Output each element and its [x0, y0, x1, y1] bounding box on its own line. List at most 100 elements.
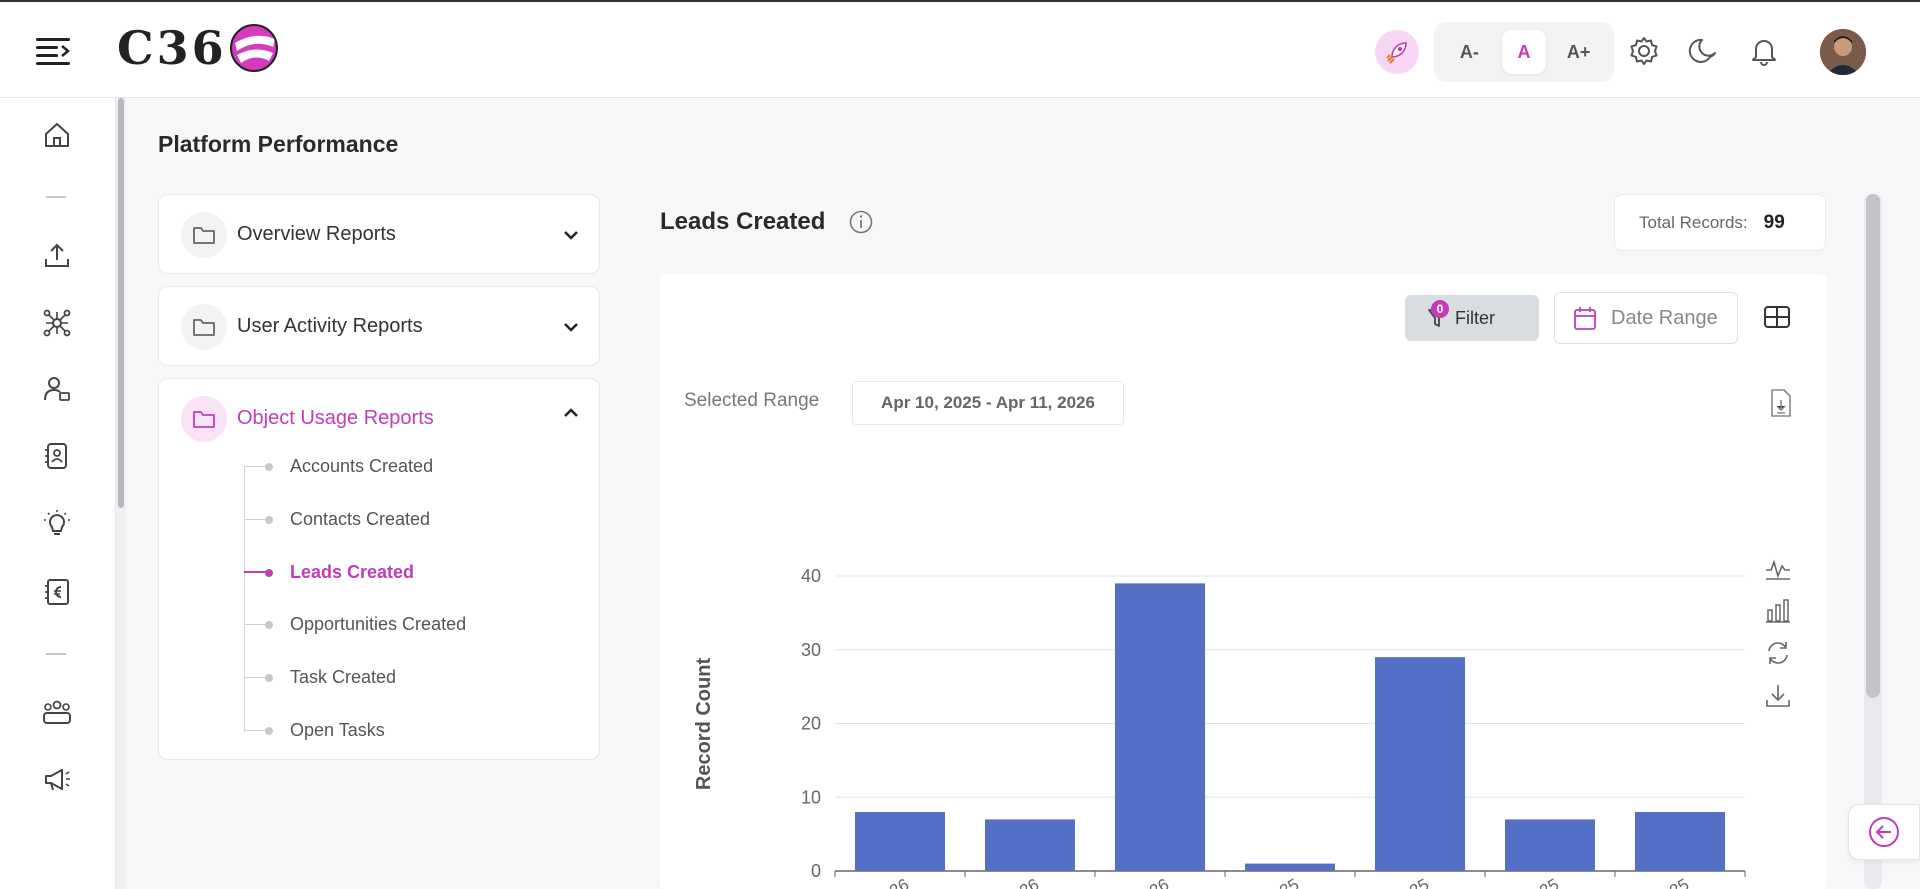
folder-icon: [181, 396, 227, 442]
chevron-down-icon: [564, 231, 578, 240]
report-item-label: Contacts Created: [290, 509, 431, 529]
app-logo[interactable]: C36: [117, 20, 279, 76]
y-tick-label: 10: [801, 787, 821, 807]
report-item-label: Open Tasks: [290, 720, 385, 740]
total-records-value: 99: [1763, 211, 1785, 233]
date-range-label: Date Range: [1611, 306, 1718, 329]
filter-label: Filter: [1455, 307, 1495, 328]
report-title: Leads Created: [660, 208, 826, 235]
logo-text: C36: [117, 21, 227, 75]
report-item-accounts-created[interactable]: Accounts Created: [244, 455, 584, 479]
total-records-box: Total Records: 99: [1614, 194, 1826, 251]
settings-gear-icon[interactable]: [1626, 33, 1662, 69]
font-size-switcher: A- A A+: [1434, 22, 1614, 82]
accordion-label: Overview Reports: [237, 223, 396, 245]
report-item-opportunities-created[interactable]: Opportunities Created: [244, 613, 584, 637]
folder-icon: [181, 304, 227, 350]
report-item-label: Task Created: [290, 667, 397, 687]
filter-button[interactable]: Filter 0: [1405, 295, 1539, 341]
page-title: Platform Performance: [158, 131, 399, 157]
refresh-icon[interactable]: [1764, 639, 1792, 667]
collapse-panel-button[interactable]: [1848, 804, 1920, 860]
finance-icon[interactable]: [40, 575, 74, 609]
user-avatar[interactable]: [1820, 29, 1866, 75]
report-item-contacts-created[interactable]: Contacts Created: [244, 508, 584, 532]
font-increase-button[interactable]: A+: [1566, 41, 1591, 62]
sidebar-divider: [46, 653, 66, 655]
report-item-open-tasks[interactable]: Open Tasks: [244, 719, 584, 743]
bar: [1505, 819, 1595, 871]
megaphone-icon[interactable]: [40, 762, 74, 796]
sidebar-scrollbar[interactable]: [116, 98, 126, 889]
y-tick-label: 20: [801, 714, 821, 734]
export-document-icon[interactable]: [1768, 388, 1794, 418]
sidebar-divider: [46, 196, 66, 198]
logo-globe-icon: [229, 24, 278, 72]
rocket-icon: [1386, 42, 1407, 64]
y-axis-label: Record Count: [693, 658, 715, 791]
chevron-up-icon: [564, 408, 578, 417]
info-icon[interactable]: [848, 209, 874, 235]
y-tick-label: 30: [801, 640, 821, 660]
date-range-button[interactable]: Date Range: [1554, 292, 1738, 344]
report-item-label: Leads Created: [290, 562, 415, 582]
bar: [1245, 863, 1335, 871]
x-tick-label: 25: [1536, 875, 1562, 889]
report-item-task-created[interactable]: Task Created: [244, 666, 584, 690]
x-tick-label: 25: [1276, 875, 1302, 889]
arrow-left-circle-icon: [1869, 817, 1899, 847]
bar: [855, 812, 945, 871]
y-tick-label: 40: [801, 566, 821, 586]
accordion-label: Object Usage Reports: [237, 407, 434, 429]
x-tick-label: 26: [1146, 875, 1172, 889]
calendar-icon: [1574, 307, 1596, 330]
contact-card-icon[interactable]: [40, 439, 74, 473]
bar: [985, 819, 1075, 871]
accordion-user-activity-reports: User Activity Reports: [158, 286, 600, 366]
user-manage-icon[interactable]: [40, 372, 74, 406]
font-decrease-button[interactable]: A-: [1459, 41, 1479, 62]
left-sidebar: [0, 98, 116, 889]
tree-connector: [244, 467, 245, 732]
content-scrollbar[interactable]: [1864, 194, 1882, 889]
x-tick-label: 26: [1016, 875, 1042, 889]
menu-toggle-icon[interactable]: [36, 36, 70, 66]
quick-launch-button[interactable]: [1375, 30, 1419, 74]
accordion-object-usage-reports: Object Usage Reports: [158, 378, 600, 760]
notification-bell-icon[interactable]: [1746, 33, 1782, 69]
bar-chart: 0 10 20 30 40 Record Count 26 26 26 25 25 25 25: [693, 566, 1746, 889]
accordion-header[interactable]: User Activity Reports: [159, 287, 599, 365]
line-chart-icon[interactable]: [1764, 554, 1792, 582]
report-item-label: Opportunities Created: [290, 614, 467, 634]
grid-view-icon[interactable]: [1762, 302, 1792, 332]
report-item-label: Accounts Created: [290, 456, 434, 476]
x-tick-label: 25: [1406, 875, 1432, 889]
dark-mode-moon-icon[interactable]: [1686, 33, 1722, 69]
network-icon[interactable]: [40, 306, 74, 340]
bar: [1375, 657, 1465, 871]
bar: [1115, 583, 1205, 871]
chevron-down-icon: [564, 323, 578, 332]
x-tick-label: 26: [886, 875, 912, 889]
bar: [1635, 812, 1725, 871]
accordion-overview-reports: Overview Reports: [158, 194, 600, 274]
top-bar: C36 A- A A+: [0, 0, 1920, 98]
total-records-label: Total Records:: [1639, 212, 1748, 232]
folder-icon: [181, 212, 227, 258]
download-icon[interactable]: [1764, 682, 1792, 710]
font-default-button[interactable]: A: [1501, 30, 1546, 74]
accordion-header[interactable]: Object Usage Reports: [159, 379, 599, 457]
y-tick-label: 0: [811, 861, 821, 881]
selected-range-label: Selected Range: [684, 390, 820, 411]
accordion-header[interactable]: Overview Reports: [159, 195, 599, 273]
selected-range-value: Apr 10, 2025 - Apr 11, 2026: [852, 381, 1124, 425]
x-tick-label: 25: [1666, 875, 1692, 889]
chart-card: Filter 0 Date Range Selected Range Apr 1…: [660, 274, 1826, 889]
home-icon[interactable]: [40, 118, 74, 152]
filter-count-badge: 0: [1431, 300, 1449, 318]
upload-icon[interactable]: [40, 239, 74, 273]
bar-chart-icon[interactable]: [1764, 596, 1792, 624]
team-icon[interactable]: [40, 695, 74, 729]
lightbulb-icon[interactable]: [40, 507, 74, 541]
report-item-leads-created[interactable]: Leads Created: [244, 561, 584, 585]
